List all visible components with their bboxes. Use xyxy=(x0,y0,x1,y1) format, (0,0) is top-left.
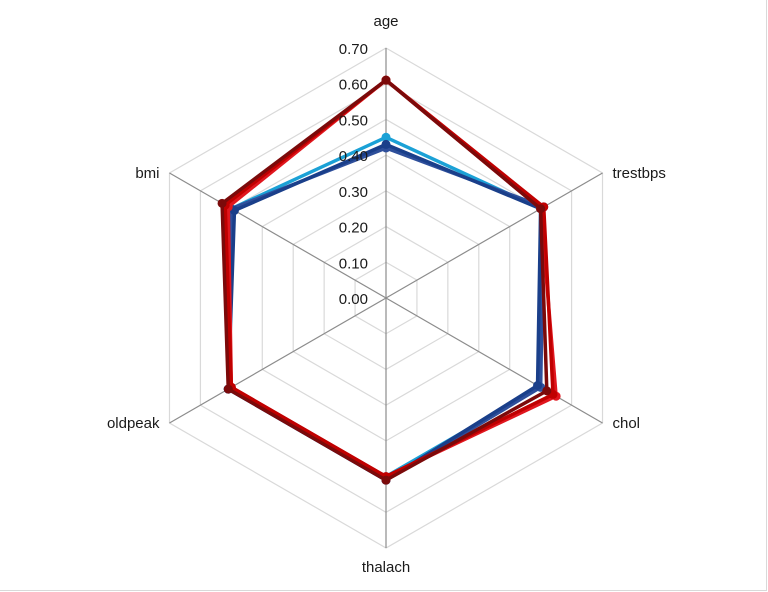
axis-spoke xyxy=(385,297,603,424)
axis-spoke xyxy=(169,297,387,424)
data-point xyxy=(223,384,233,394)
axis-label-thalach: thalach xyxy=(362,559,410,576)
data-point xyxy=(542,386,552,396)
tick-label: 0.50 xyxy=(339,112,368,129)
data-point xyxy=(381,75,391,85)
tick-label: 0.60 xyxy=(339,77,368,94)
data-point xyxy=(536,204,546,214)
data-point xyxy=(381,139,391,149)
tick-label: 0.10 xyxy=(339,255,368,272)
axis-label-oldpeak: oldpeak xyxy=(107,415,160,432)
series-line-3 xyxy=(226,142,543,482)
tick-label: 0.70 xyxy=(339,41,368,58)
axis-label-bmi: bmi xyxy=(135,165,159,182)
data-point xyxy=(381,475,391,485)
axis-label-chol: chol xyxy=(613,415,641,432)
series-layer xyxy=(217,75,561,485)
tick-label: 0.20 xyxy=(339,220,368,237)
data-point xyxy=(381,132,391,142)
axis-spoke xyxy=(169,172,387,299)
data-point xyxy=(217,198,227,208)
tick-label: 0.40 xyxy=(339,148,368,165)
tick-label: 0.00 xyxy=(339,291,368,308)
axis-spoke xyxy=(385,172,603,299)
axis-label-trestbps: trestbps xyxy=(613,165,666,182)
data-point xyxy=(533,381,543,390)
tick-label: 0.30 xyxy=(339,184,368,201)
axis-label-age: age xyxy=(373,13,398,30)
radar-spokes xyxy=(169,48,603,548)
label-layer: 0.00 0.10 0.20 0.30 0.40 0.50 0.60 0.70 age trest… xyxy=(107,13,666,576)
